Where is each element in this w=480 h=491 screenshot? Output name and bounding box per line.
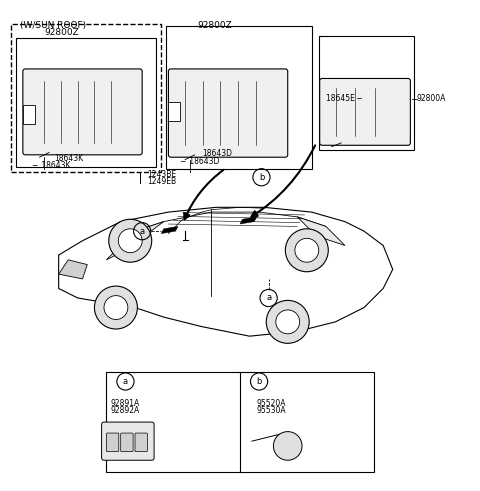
Circle shape: [276, 310, 300, 334]
Text: 1243BE: 1243BE: [147, 170, 176, 179]
Text: 92891A: 92891A: [111, 400, 140, 409]
Circle shape: [274, 432, 302, 460]
Text: ─  18643K: ─ 18643K: [33, 161, 71, 170]
Text: 1249EB: 1249EB: [147, 177, 176, 186]
Circle shape: [266, 300, 309, 343]
Text: (W/SUN ROOF): (W/SUN ROOF): [21, 21, 86, 30]
Text: 92800Z: 92800Z: [197, 21, 232, 30]
Circle shape: [295, 238, 319, 262]
Polygon shape: [240, 217, 257, 224]
Circle shape: [118, 229, 142, 253]
FancyBboxPatch shape: [23, 105, 35, 124]
Text: 18643K: 18643K: [54, 154, 83, 163]
Text: a: a: [140, 227, 145, 236]
FancyBboxPatch shape: [320, 79, 410, 145]
Text: 92800A: 92800A: [417, 94, 446, 103]
FancyBboxPatch shape: [102, 422, 154, 460]
Circle shape: [285, 229, 328, 272]
Polygon shape: [59, 260, 87, 279]
Text: b: b: [259, 173, 264, 182]
FancyBboxPatch shape: [168, 102, 180, 121]
Text: 95530A: 95530A: [256, 406, 286, 415]
Text: 92892A: 92892A: [111, 406, 140, 415]
FancyBboxPatch shape: [107, 433, 119, 452]
Polygon shape: [297, 217, 345, 246]
FancyBboxPatch shape: [135, 433, 147, 452]
FancyBboxPatch shape: [23, 69, 142, 155]
Text: a: a: [123, 377, 128, 386]
Text: 92800Z: 92800Z: [44, 28, 79, 37]
Text: a: a: [266, 294, 271, 302]
Text: b: b: [256, 377, 262, 386]
Circle shape: [109, 219, 152, 262]
Polygon shape: [59, 207, 393, 336]
Polygon shape: [107, 221, 164, 260]
Text: ─  18643D: ─ 18643D: [180, 157, 220, 166]
Circle shape: [104, 296, 128, 320]
FancyBboxPatch shape: [168, 69, 288, 157]
Text: 18643D: 18643D: [202, 149, 232, 159]
Text: 95520A: 95520A: [256, 400, 286, 409]
Text: 18645E ─: 18645E ─: [326, 94, 362, 103]
FancyBboxPatch shape: [120, 433, 133, 452]
Polygon shape: [161, 226, 178, 234]
Circle shape: [95, 286, 137, 329]
